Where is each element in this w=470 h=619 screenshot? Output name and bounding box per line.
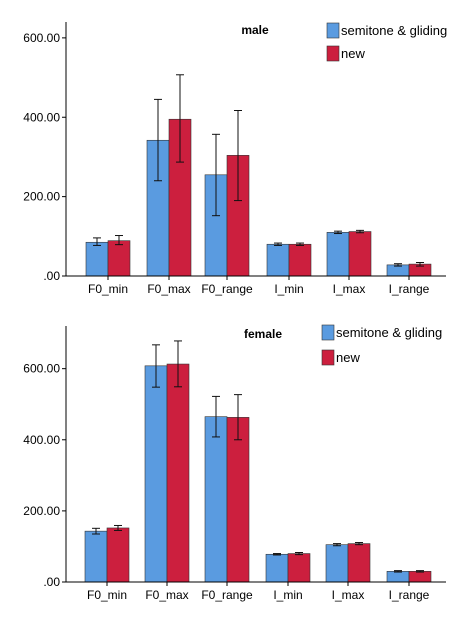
bar [85, 241, 109, 277]
x-tick-label: I_max [332, 588, 365, 602]
bar [408, 571, 432, 583]
x-tick-label: I_min [273, 588, 302, 602]
bar [326, 232, 350, 277]
x-tick-label: F0_min [87, 588, 127, 602]
male-chart-panel: .00 200.00 400.00 600.00 F0_min F0_max F0_rang… [23, 22, 447, 296]
bar [347, 543, 371, 583]
bar [226, 417, 250, 583]
female-chart-panel: .00 200.00 400.00 600.00 F0_min F0_max F0_rang… [23, 324, 446, 602]
bar [288, 243, 312, 277]
chart-title: female [244, 327, 282, 341]
chart-title: male [241, 23, 269, 37]
x-tick-label: F0_max [145, 588, 188, 602]
x-tick-label: F0_min [88, 282, 128, 296]
bar [287, 553, 311, 583]
bar [84, 530, 108, 583]
legend-swatch [321, 349, 335, 366]
y-tick-label: 200.00 [23, 190, 60, 204]
bar [348, 231, 372, 277]
y-tick-label: 400.00 [23, 110, 60, 124]
bar [144, 365, 168, 583]
x-tick-label: F0_range [201, 588, 253, 602]
y-tick-label: 200.00 [23, 504, 60, 518]
bar [325, 544, 349, 583]
bar [265, 553, 289, 583]
y-tick-label: 600.00 [23, 31, 60, 45]
legend-label: semitone & gliding [341, 23, 447, 38]
legend-swatch [321, 324, 335, 341]
legend-label: new [336, 350, 360, 365]
legend-swatch [326, 45, 340, 62]
legend-label: semitone & gliding [336, 325, 442, 340]
x-tick-label: I_min [274, 282, 303, 296]
legend-label: new [341, 46, 365, 61]
x-tick-label: I_max [333, 282, 366, 296]
y-tick-label: .00 [43, 575, 60, 589]
y-tick-label: 600.00 [23, 362, 60, 376]
x-tick-label: I_range [389, 588, 430, 602]
x-tick-label: F0_range [201, 282, 253, 296]
y-tick-label: 400.00 [23, 433, 60, 447]
bar [204, 416, 228, 583]
bar [166, 363, 190, 583]
bar [107, 240, 131, 277]
y-tick-label: .00 [43, 269, 60, 283]
legend-swatch [326, 22, 340, 39]
bar [106, 527, 130, 583]
bar [386, 571, 410, 583]
bar [266, 243, 290, 277]
x-tick-label: F0_max [147, 282, 190, 296]
x-tick-label: I_range [389, 282, 430, 296]
